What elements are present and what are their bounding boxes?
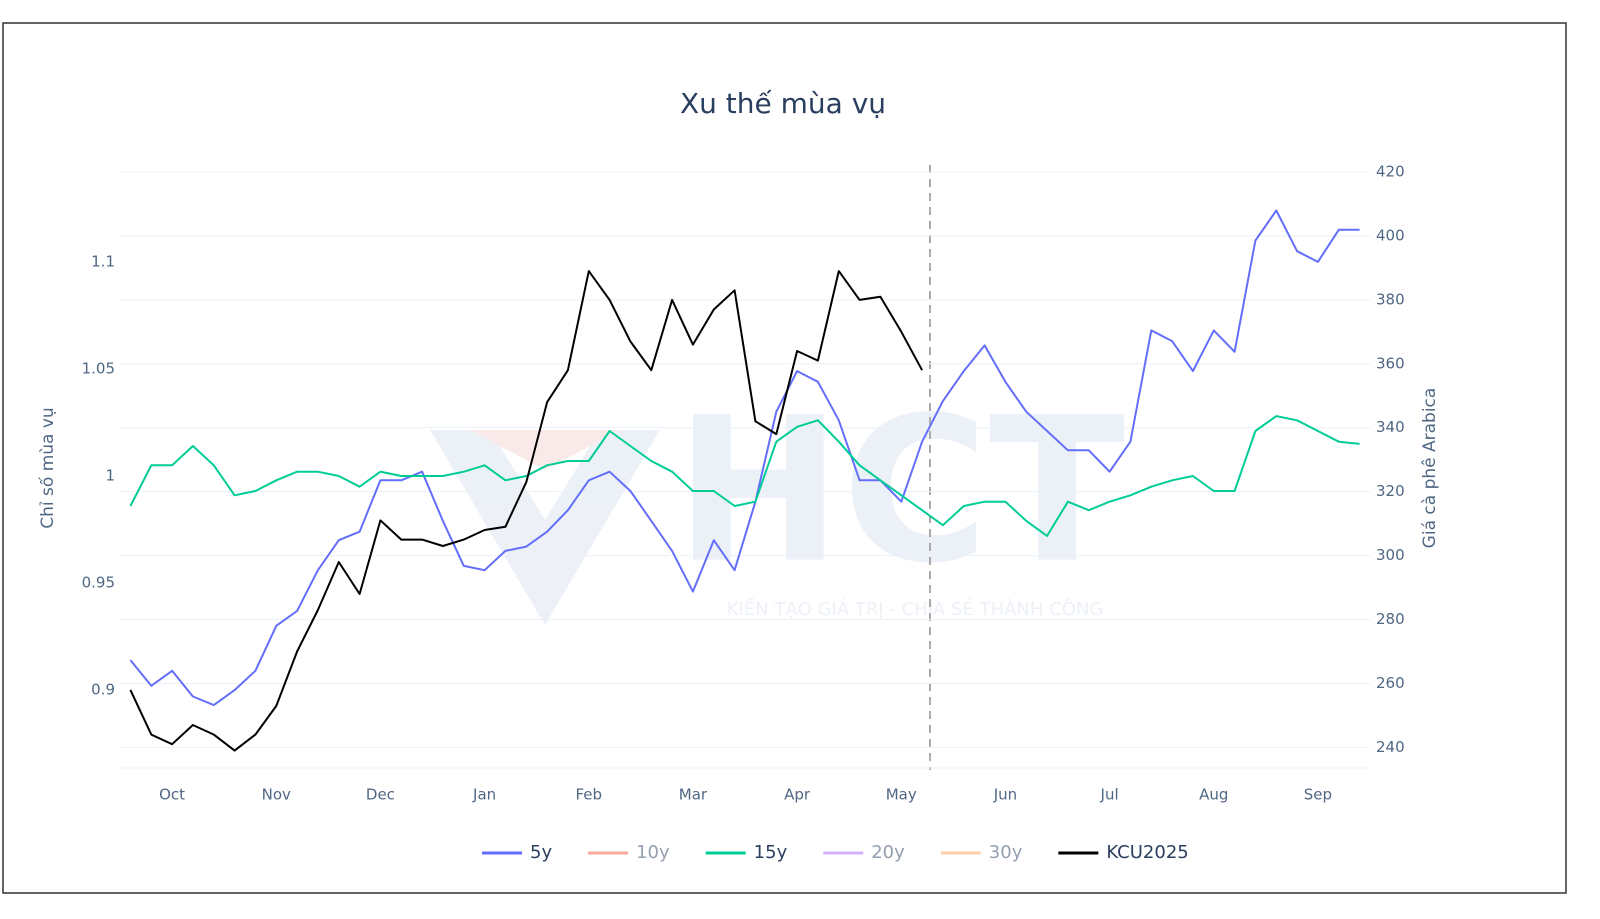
watermark-logo-shape	[470, 430, 620, 470]
y2-tick-label: 320	[1376, 482, 1405, 500]
y-tick-label: 1.1	[91, 252, 115, 270]
legend-item[interactable]: 30y	[940, 842, 1023, 863]
x-tick-label: Sep	[1304, 786, 1332, 804]
legend-label: 5y	[530, 842, 552, 863]
y-axis-title: Chỉ số mùa vụ	[37, 407, 58, 528]
x-tick-label: Oct	[159, 786, 185, 804]
y2-tick-label: 300	[1376, 546, 1405, 564]
legend-item[interactable]: 20y	[823, 842, 905, 863]
series-line	[129, 209, 1360, 707]
y2-axis-title: Giá cà phê Arabica	[1420, 388, 1440, 549]
legend-item[interactable]: 10y	[588, 842, 670, 863]
x-tick-label: Jan	[472, 786, 496, 804]
legend-label: KCU2025	[1106, 842, 1188, 863]
legend-item[interactable]: 15y	[705, 842, 788, 863]
x-tick-label: Nov	[262, 786, 291, 804]
frame	[2, 22, 1567, 894]
y2-tick-label: 400	[1376, 226, 1405, 244]
y2-tick-label: 280	[1376, 610, 1405, 628]
x-tick-label: Jun	[993, 786, 1017, 804]
chart-title: Xu thế mùa vụ	[680, 87, 886, 120]
y2-tick-label: 240	[1376, 738, 1405, 756]
legend-label: 20y	[871, 842, 905, 863]
x-tick-label: Jul	[1100, 786, 1119, 804]
legend-item[interactable]: KCU2025	[1058, 842, 1189, 863]
watermark-slogan: KIẾN TẠO GIÁ TRỊ - CHIA SẺ THÀNH CÔNG	[727, 596, 1104, 620]
x-tick-label: Dec	[366, 786, 395, 804]
legend-label: 15y	[754, 842, 788, 863]
x-tick-label: Aug	[1199, 786, 1228, 804]
x-tick-label: Feb	[575, 786, 602, 804]
y-tick-label: 1.05	[82, 359, 115, 377]
series-line	[129, 415, 1360, 537]
series-line	[129, 270, 923, 752]
y-tick-label: 0.95	[82, 574, 115, 592]
x-tick-label: Apr	[784, 786, 811, 804]
watermark: HCT KIẾN TẠO GIÁ TRỊ - CHIA SẺ THÀNH CÔN…	[430, 375, 1125, 625]
y-tick-label: 1	[105, 466, 115, 484]
x-tick-label: May	[886, 786, 917, 804]
y2-tick-label: 340	[1376, 418, 1405, 436]
watermark-logo-shape	[430, 430, 660, 625]
y-tick-label: 0.9	[91, 681, 115, 699]
y2-tick-label: 260	[1376, 674, 1405, 692]
y2-tick-label: 360	[1376, 354, 1405, 372]
y2-tick-label: 420	[1376, 163, 1405, 181]
legend-label: 10y	[636, 842, 670, 863]
legend-item[interactable]: 5y	[482, 842, 552, 863]
x-tick-label: Mar	[679, 786, 708, 804]
legend-label: 30y	[989, 842, 1023, 863]
y2-tick-label: 380	[1376, 290, 1405, 308]
